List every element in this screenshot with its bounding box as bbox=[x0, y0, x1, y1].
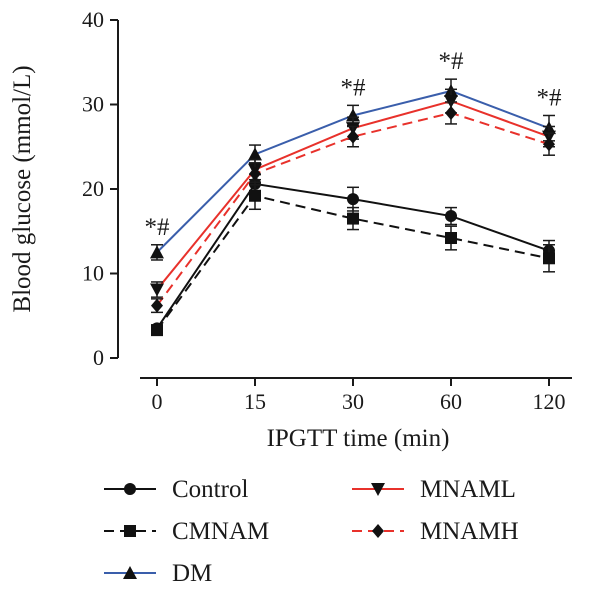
data-point bbox=[347, 193, 359, 206]
annotation-layer: *# *# *# *# bbox=[145, 48, 563, 241]
data-point bbox=[543, 252, 555, 265]
legend-label: CMNAM bbox=[172, 518, 269, 545]
x-tick-label: 15 bbox=[244, 389, 266, 414]
legend-item-cmnam: CMNAM bbox=[104, 518, 269, 545]
y-ticks: 0 10 20 30 40 bbox=[82, 7, 118, 370]
y-tick-label: 0 bbox=[93, 345, 104, 370]
x-tick-label: 60 bbox=[440, 389, 462, 414]
legend-item-mnaml: MNAML bbox=[352, 476, 516, 503]
legend-label: Control bbox=[172, 476, 248, 503]
x-tick-label: 0 bbox=[152, 389, 163, 414]
legend-item-dm: DM bbox=[104, 560, 212, 587]
legend-item-mnamh: MNAMH bbox=[352, 518, 519, 545]
axes-layer: 0 10 20 30 40 0 15 30 60 120 IPGTT time (min) Bl… bbox=[9, 7, 572, 452]
data-point bbox=[347, 212, 359, 225]
data-point bbox=[249, 189, 261, 202]
y-tick-label: 20 bbox=[82, 176, 104, 201]
data-point bbox=[249, 166, 261, 181]
series-line bbox=[156, 194, 550, 331]
significance-annotation: *# bbox=[341, 74, 367, 101]
y-axis-title: Blood glucose (mmol/L) bbox=[9, 65, 36, 312]
data-point bbox=[151, 298, 163, 313]
data-point bbox=[543, 137, 555, 152]
legend-label: MNAMH bbox=[420, 518, 519, 545]
legend-marker bbox=[124, 525, 136, 537]
legend-label: DM bbox=[172, 560, 212, 587]
legend-marker bbox=[123, 566, 137, 579]
data-point bbox=[151, 324, 163, 337]
y-tick-label: 40 bbox=[82, 7, 104, 32]
series-layer bbox=[150, 78, 556, 337]
x-tick-label: 30 bbox=[342, 389, 364, 414]
legend-marker bbox=[124, 483, 136, 495]
data-point bbox=[445, 210, 457, 223]
legend-marker bbox=[372, 524, 384, 538]
legend-label: MNAML bbox=[420, 476, 516, 503]
x-tick-label: 120 bbox=[533, 389, 566, 414]
series-mnamh bbox=[151, 101, 555, 314]
data-point bbox=[445, 105, 457, 120]
x-ticks: 0 15 30 60 120 bbox=[152, 378, 566, 414]
y-tick-label: 10 bbox=[82, 261, 104, 286]
data-point bbox=[150, 283, 164, 297]
data-point bbox=[150, 245, 164, 259]
significance-annotation: *# bbox=[439, 48, 465, 75]
legend-item-control: Control bbox=[104, 476, 248, 503]
data-point bbox=[347, 129, 359, 144]
legend: Control CMNAM DM MNAML MNAMH bbox=[104, 476, 519, 587]
significance-annotation: *# bbox=[537, 84, 563, 111]
x-axis-title: IPGTT time (min) bbox=[267, 425, 450, 452]
data-point bbox=[346, 108, 360, 122]
y-tick-label: 30 bbox=[82, 92, 104, 117]
significance-annotation: *# bbox=[145, 214, 171, 241]
legend-marker bbox=[371, 483, 385, 496]
data-point bbox=[248, 147, 262, 161]
series-line bbox=[156, 111, 550, 307]
series-cmnam bbox=[151, 181, 555, 337]
series-dm bbox=[150, 78, 556, 261]
data-point bbox=[445, 232, 457, 245]
